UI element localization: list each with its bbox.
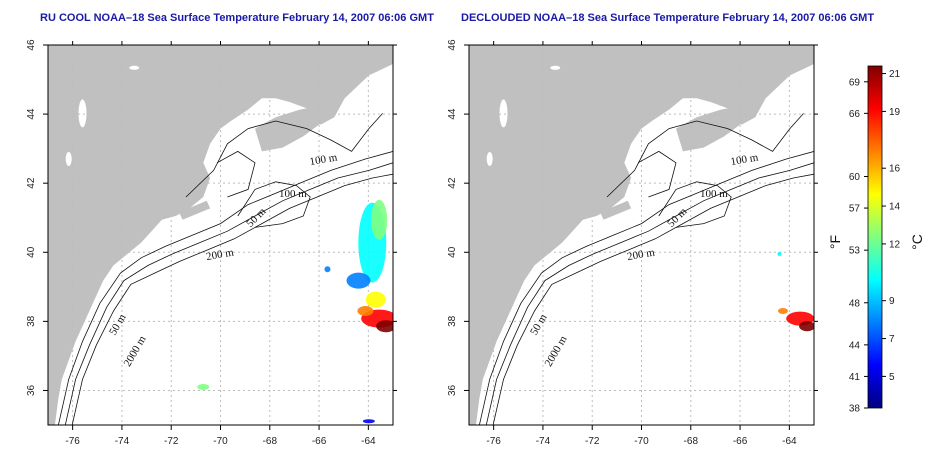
land-mass bbox=[48, 45, 393, 425]
lake bbox=[550, 65, 561, 70]
x-tick-label: -70 bbox=[213, 436, 228, 447]
celsius-tick-label: 9 bbox=[889, 296, 895, 307]
sst-patch bbox=[777, 252, 782, 256]
lake bbox=[499, 99, 508, 128]
depth-contour bbox=[606, 113, 804, 198]
x-tick-label: -76 bbox=[65, 436, 80, 447]
island-land bbox=[600, 200, 632, 220]
y-tick-label: 42 bbox=[447, 177, 458, 189]
fahrenheit-tick-label: 66 bbox=[849, 109, 861, 120]
y-tick-label: 38 bbox=[26, 315, 37, 327]
y-tick-label: 46 bbox=[26, 39, 37, 51]
peninsula-land bbox=[255, 105, 324, 152]
x-tick-label: -74 bbox=[536, 436, 551, 447]
contour-label: 100 m bbox=[730, 151, 760, 168]
peninsula-land bbox=[676, 105, 745, 152]
celsius-tick-label: 7 bbox=[889, 334, 895, 345]
x-tick-label: -66 bbox=[733, 436, 748, 447]
sst-patch bbox=[376, 320, 393, 333]
y-tick-label: 40 bbox=[447, 246, 458, 258]
temperature-colorbar: 38 41 44 48 53 57 60 66 69 5 7 9 12 14 16 19 21 °F °C bbox=[818, 52, 950, 422]
y-tick-label: 44 bbox=[447, 108, 458, 120]
x-tick-label: -68 bbox=[263, 436, 278, 447]
sst-patch bbox=[362, 419, 375, 424]
y-tick-label: 40 bbox=[26, 246, 37, 258]
x-tick-label: -68 bbox=[684, 436, 699, 447]
y-tick-label: 36 bbox=[447, 384, 458, 396]
lake bbox=[486, 152, 493, 166]
fahrenheit-tick-label: 60 bbox=[849, 172, 861, 183]
contour-label: 200 m bbox=[205, 246, 235, 263]
x-tick-label: -70 bbox=[634, 436, 649, 447]
depth-contour bbox=[237, 181, 311, 228]
x-tick-label: -64 bbox=[361, 436, 376, 447]
depth-contour bbox=[64, 162, 393, 425]
celsius-tick-label: 16 bbox=[889, 164, 901, 175]
y-tick-label: 44 bbox=[26, 108, 37, 120]
celsius-tick-label: 21 bbox=[889, 69, 901, 80]
sst-patch bbox=[365, 291, 386, 308]
x-tick-label: -72 bbox=[585, 436, 600, 447]
sst-patch bbox=[346, 272, 371, 289]
depth-contour bbox=[58, 151, 393, 425]
fahrenheit-tick-label: 57 bbox=[849, 204, 861, 215]
left-map-title: RU COOL NOAA–18 Sea Surface Temperature … bbox=[40, 12, 434, 24]
contour-label: 100 m bbox=[700, 188, 728, 200]
celsius-tick-label: 12 bbox=[889, 239, 901, 250]
fahrenheit-unit-label: °F bbox=[827, 235, 843, 249]
fahrenheit-tick-label: 41 bbox=[849, 372, 861, 383]
x-tick-label: -66 bbox=[312, 436, 327, 447]
depth-contour bbox=[185, 113, 383, 198]
y-tick-label: 46 bbox=[447, 39, 458, 51]
x-tick-label: -64 bbox=[782, 436, 797, 447]
contour-label: 100 m bbox=[309, 151, 339, 168]
celsius-tick-label: 5 bbox=[889, 372, 895, 383]
sst-patch bbox=[357, 306, 374, 316]
right-map-title: DECLOUDED NOAA–18 Sea Surface Temperatur… bbox=[461, 12, 875, 24]
sst-patch bbox=[371, 199, 388, 240]
celsius-tick-label: 19 bbox=[889, 107, 901, 118]
celsius-unit-label: °C bbox=[909, 234, 925, 250]
fahrenheit-tick-label: 44 bbox=[849, 340, 861, 351]
fahrenheit-tick-label: 38 bbox=[849, 404, 861, 415]
contour-label: 200 m bbox=[626, 246, 656, 263]
sst-patch bbox=[799, 321, 814, 332]
sst-patch bbox=[324, 266, 331, 273]
colorbar-gradient bbox=[867, 65, 883, 409]
depth-contour bbox=[485, 162, 814, 425]
depth-contour bbox=[216, 150, 256, 198]
depth-contour bbox=[492, 173, 814, 425]
y-tick-label: 38 bbox=[447, 315, 458, 327]
x-tick-label: -72 bbox=[164, 436, 179, 447]
lake bbox=[78, 99, 87, 128]
fahrenheit-tick-label: 53 bbox=[849, 246, 861, 257]
y-tick-label: 42 bbox=[26, 177, 37, 189]
lake bbox=[129, 65, 140, 70]
contour-label: 100 m bbox=[279, 188, 307, 200]
y-tick-label: 36 bbox=[26, 384, 37, 396]
x-tick-label: -76 bbox=[486, 436, 501, 447]
lake bbox=[65, 152, 72, 166]
celsius-tick-label: 14 bbox=[889, 202, 901, 213]
land-mass bbox=[469, 45, 814, 425]
island-land bbox=[179, 200, 211, 220]
fahrenheit-tick-label: 48 bbox=[849, 298, 861, 309]
depth-contour bbox=[479, 151, 814, 425]
sst-patch bbox=[197, 384, 210, 390]
depth-contour bbox=[71, 173, 393, 425]
depth-contour bbox=[658, 181, 732, 228]
fahrenheit-tick-label: 69 bbox=[849, 77, 861, 88]
sst-patch bbox=[777, 308, 788, 314]
depth-contour bbox=[637, 150, 677, 198]
x-tick-label: -74 bbox=[115, 436, 130, 447]
